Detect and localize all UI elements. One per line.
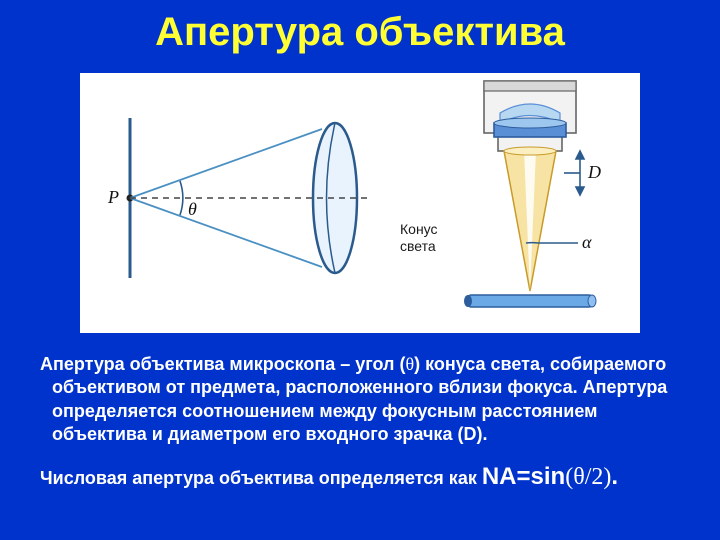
paragraph-definition: Апертура объектива микроскопа – угол (θ)… <box>12 333 720 447</box>
theta-label: θ <box>188 199 197 219</box>
figure-area: P θ <box>80 73 640 333</box>
right-diagram: D α <box>464 81 601 307</box>
na-formula-arg: (θ/2) <box>565 464 611 490</box>
cone-of-light-label: Конуссвета <box>400 221 438 255</box>
theta-symbol: θ <box>405 354 414 374</box>
p-label: P <box>107 187 119 207</box>
left-diagram: P θ <box>107 118 370 278</box>
d-label: D <box>587 162 601 182</box>
na-formula: NA=sin <box>482 463 565 490</box>
alpha-label: α <box>582 232 592 252</box>
diagram-svg: P θ <box>80 73 640 333</box>
slide-title: Апертура объектива <box>0 0 720 55</box>
title-text: Апертура объектива <box>155 10 565 54</box>
paragraph-formula: Числовая апертура объектива определяется… <box>12 447 720 493</box>
